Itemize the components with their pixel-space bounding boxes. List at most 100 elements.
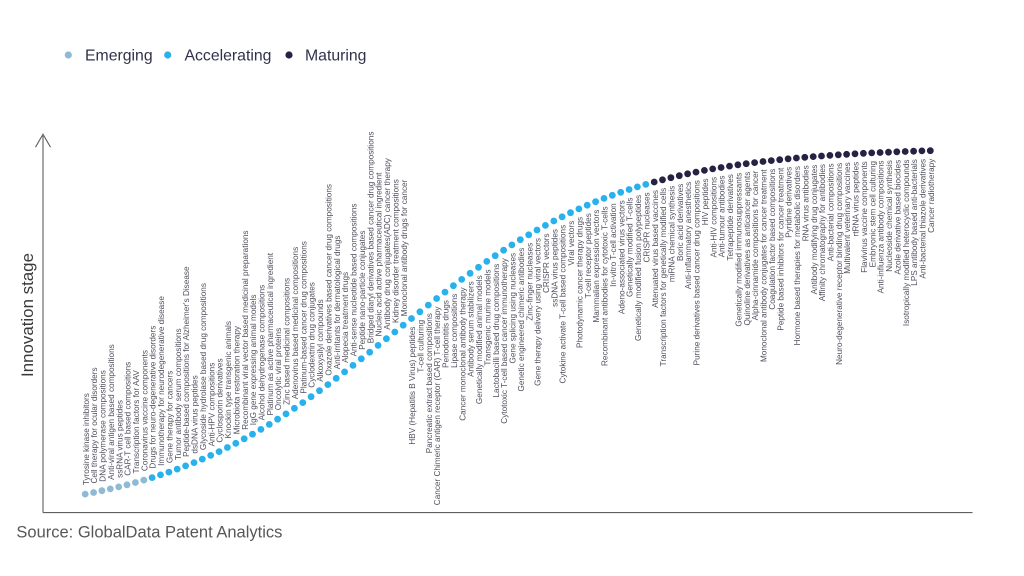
svg-text:Cytokine activate T-cell based: Cytokine activate T-cell based compositi… bbox=[559, 225, 568, 384]
svg-text:Genetically modified immunosup: Genetically modified immunosuppressants bbox=[735, 173, 744, 327]
svg-text:Recombinant antibodies for cyt: Recombinant antibodies for cytotoxic T-c… bbox=[601, 206, 610, 366]
svg-text:IgG gene expressing animal mod: IgG gene expressing animal models bbox=[249, 295, 258, 426]
svg-text:Drugs for neuro-degenerative d: Drugs for neuro-degenerative disorders bbox=[149, 326, 158, 469]
svg-text:Flavivirus vaccine components: Flavivirus vaccine components bbox=[860, 161, 869, 272]
svg-text:Photodynamic cancer therapy dr: Photodynamic cancer therapy drugs bbox=[576, 217, 585, 348]
svg-text:Nucleic acid active pharmaceut: Nucleic acid active pharmaceutical ingre… bbox=[375, 172, 384, 337]
svg-text:In-vitro T-cell activation: In-vitro T-cell activation bbox=[609, 203, 618, 287]
svg-text:Maturing: Maturing bbox=[305, 47, 366, 64]
svg-text:HIV peptides: HIV peptides bbox=[701, 178, 710, 225]
svg-text:Immunotherapy for neurodegener: Immunotherapy for neurodegenerative dise… bbox=[157, 296, 166, 466]
svg-text:Isotropically modified heteroc: Isotropically modified heterocyclic comp… bbox=[902, 160, 911, 327]
svg-text:Attenuated virus based vaccine: Attenuated virus based vaccines bbox=[651, 190, 660, 308]
svg-text:Antibody modifying drug conjug: Antibody modifying drug conjugates bbox=[810, 165, 819, 295]
svg-text:Antibody serum stabilizers: Antibody serum stabilizers bbox=[467, 281, 476, 377]
svg-text:Alpha-cinnamide compositions f: Alpha-cinnamide compositions for cancer bbox=[751, 170, 760, 320]
svg-text:Gene therapy for cancers: Gene therapy for cancers bbox=[166, 371, 175, 463]
svg-text:Genetically modified animal mo: Genetically modified animal models bbox=[475, 275, 484, 404]
svg-text:Multivalent veterinary vaccine: Multivalent veterinary vaccines bbox=[843, 162, 852, 273]
svg-text:Adenovirus based medicinal com: Adenovirus based medicinal compositions bbox=[291, 247, 300, 399]
svg-text:Anti-influenza antibody compos: Anti-influenza antibody compositions bbox=[877, 161, 886, 294]
svg-text:Nucleoside chemical synthesis: Nucleoside chemical synthesis bbox=[885, 160, 894, 272]
svg-text:Pyridine derivatives: Pyridine derivatives bbox=[785, 167, 794, 238]
svg-text:Knockin type transgenic animal: Knockin type transgenic animals bbox=[224, 321, 233, 438]
svg-text:Cancer radiotherapy: Cancer radiotherapy bbox=[927, 158, 936, 233]
svg-text:Peptide based inhibitors for c: Peptide based inhibitors for cancer trea… bbox=[776, 167, 785, 331]
svg-text:Quinoline derivatives as antic: Quinoline derivatives as anticancer agen… bbox=[743, 172, 752, 326]
svg-text:Monoclonal antibody drugs for: Monoclonal antibody drugs for cancer bbox=[400, 179, 409, 316]
svg-text:Platinum as active pharmaceuti: Platinum as active pharmaceutical ingred… bbox=[266, 252, 275, 415]
svg-text:Emerging: Emerging bbox=[85, 47, 153, 64]
svg-text:Azole derivative based biocide: Azole derivative based biocides bbox=[893, 160, 902, 275]
svg-text:Bridged diaryl derivatives bas: Bridged diaryl derivatives based cancer … bbox=[366, 132, 375, 344]
svg-text:Pancreatic extract based compo: Pancreatic extract based compositions bbox=[425, 313, 434, 453]
svg-text:Oncolytic viral proteins: Oncolytic viral proteins bbox=[274, 328, 283, 410]
svg-text:Anti-bacterial compositions: Anti-bacterial compositions bbox=[827, 163, 836, 261]
svg-text:T-cell culturing: T-cell culturing bbox=[417, 319, 426, 372]
svg-text:Monoclonal antibody conjugates: Monoclonal antibody conjugates for cance… bbox=[760, 169, 769, 362]
svg-text:dsDNA virus peptides: dsDNA virus peptides bbox=[191, 375, 200, 453]
svg-text:RNA virus antibodies: RNA virus antibodies bbox=[801, 165, 810, 241]
svg-text:Purine derivatives based cance: Purine derivatives based cancer drug com… bbox=[693, 180, 702, 365]
svg-text:Adeno-associated virus vectors: Adeno-associated virus vectors bbox=[617, 200, 626, 314]
svg-text:Hormone based therapies for me: Hormone based therapies for metabolic di… bbox=[793, 166, 802, 345]
svg-text:Innovation stage: Innovation stage bbox=[18, 253, 37, 377]
svg-text:Anti-viral antigen based compo: Anti-viral antigen based compositions bbox=[107, 344, 116, 480]
svg-text:Kidney disorder treatment comp: Kidney disorder treatment compositions bbox=[391, 179, 400, 323]
svg-text:Cyclodextrin drug conjugates: Cyclodextrin drug conjugates bbox=[308, 282, 317, 388]
svg-text:Antibody drug conjugates(ADC): Antibody drug conjugates(ADC) cancer the… bbox=[383, 157, 392, 329]
svg-text:Tumor antibody serum compositi: Tumor antibody serum compositions bbox=[174, 328, 183, 460]
svg-text:Anti-HPV compositions: Anti-HPV compositions bbox=[207, 363, 216, 447]
svg-text:Cancer monoclonal antibody the: Cancer monoclonal antibody therapy bbox=[458, 286, 467, 420]
svg-text:Viral vectors: Viral vectors bbox=[567, 221, 576, 266]
svg-text:miRNA chemical synthesis: miRNA chemical synthesis bbox=[668, 186, 677, 282]
svg-text:Anti-irritants for dermatologi: Anti-irritants for dermatological drugs bbox=[333, 236, 342, 370]
svg-text:Transgenic murine models: Transgenic murine models bbox=[483, 269, 492, 365]
svg-text:Zinc-finger nucleases: Zinc-finger nucleases bbox=[525, 243, 534, 321]
svg-text:Cell therapy for ocular disord: Cell therapy for ocular disorders bbox=[90, 367, 99, 483]
svg-text:Recombinant viral vector based: Recombinant viral vector based medicinal… bbox=[241, 230, 250, 429]
svg-text:T-cell receptor peptides: T-cell receptor peptides bbox=[584, 213, 593, 298]
svg-text:Transcription factors for gene: Transcription factors for genetically mo… bbox=[659, 188, 668, 367]
svg-text:Coagulation factor based compo: Coagulation factor based compositions bbox=[768, 169, 777, 310]
svg-text:Genetically modified fusion po: Genetically modified fusion polypeptides bbox=[634, 195, 643, 341]
svg-text:Affinity chromatography for an: Affinity chromatography for antibodies bbox=[818, 164, 827, 301]
svg-text:Gene therapy delivery using vi: Gene therapy delivery using viral vector… bbox=[534, 238, 543, 386]
svg-text:DNA polymerase compositions: DNA polymerase compositions bbox=[99, 370, 108, 482]
svg-text:Alkoxysilyl compounds: Alkoxysilyl compounds bbox=[316, 299, 325, 381]
svg-text:Anti-bacterial thiazole deriva: Anti-bacterial thiazole derivatives bbox=[919, 159, 928, 279]
svg-text:Microbiota restoration therapy: Microbiota restoration therapy bbox=[232, 325, 241, 434]
svg-text:Anti-HIV compositions: Anti-HIV compositions bbox=[709, 177, 718, 258]
svg-text:Genetically modified T-cells: Genetically modified T-cells bbox=[626, 198, 635, 298]
svg-text:Boric acid derivatives: Boric acid derivatives bbox=[676, 184, 685, 261]
svg-text:Platinum-based cancer drug com: Platinum-based cancer drug compositions bbox=[299, 241, 308, 393]
svg-text:CRISPR vectors: CRISPR vectors bbox=[542, 233, 551, 293]
svg-text:Periodontitis drugs: Periodontitis drugs bbox=[442, 300, 451, 368]
svg-text:Cancer Chimeric antigen recept: Cancer Chimeric antigen receptor (CAR) T… bbox=[433, 306, 442, 506]
svg-text:Zinc based medicinal compositi: Zinc based medicinal compositions bbox=[283, 278, 292, 405]
svg-text:Tetrapeptide derivatives: Tetrapeptide derivatives bbox=[726, 174, 735, 260]
svg-text:Mammalian expression vectors: Mammalian expression vectors bbox=[592, 210, 601, 323]
svg-text:Accelerating: Accelerating bbox=[185, 47, 272, 64]
svg-text:Peptide-based compositions for: Peptide-based compositions for Alzheimer… bbox=[182, 266, 191, 457]
svg-text:Genetic engineered chimeric an: Genetic engineered chimeric antibodies bbox=[517, 248, 526, 392]
svg-text:ssRNA virus peptides: ssRNA virus peptides bbox=[115, 400, 124, 478]
svg-text:ssDNA virus peptides: ssDNA virus peptides bbox=[550, 229, 559, 307]
svg-text:Anti-tumour antibodies: Anti-tumour antibodies bbox=[718, 176, 727, 258]
svg-text:Anti-inflammatory anesthetics: Anti-inflammatory anesthetics bbox=[684, 182, 693, 289]
svg-text:Source: GlobalData Patent Anal: Source: GlobalData Patent Analytics bbox=[16, 524, 282, 542]
svg-text:Cytotoxic T-cell based cancer: Cytotoxic T-cell based cancer immunother… bbox=[500, 257, 509, 423]
svg-text:Anti-sense nucleotide based co: Anti-sense nucleotide based compositions bbox=[350, 203, 359, 356]
svg-text:CRISPR nucleases: CRISPR nucleases bbox=[642, 192, 651, 262]
svg-text:HBV (Hepatitis B Virus) peptid: HBV (Hepatitis B Virus) peptides bbox=[408, 327, 417, 445]
svg-text:Neuro-degenerative receptor bi: Neuro-degenerative receptor binding drug… bbox=[835, 163, 844, 365]
svg-text:Coronavirus vaccine components: Coronavirus vaccine components bbox=[140, 350, 149, 471]
svg-text:Lipase compositions: Lipase compositions bbox=[450, 294, 459, 368]
svg-text:Glycoside hydrolase based drug: Glycoside hydrolase based drug compositi… bbox=[199, 283, 208, 450]
svg-text:rtRNA virus peptides: rtRNA virus peptides bbox=[852, 162, 861, 237]
svg-text:Gene splicing using nucleases: Gene splicing using nucleases bbox=[509, 253, 518, 364]
svg-text:Cyclosporin derivatives: Cyclosporin derivatives bbox=[216, 358, 225, 442]
svg-text:Tyrosine kinase inhibitors: Tyrosine kinase inhibitors bbox=[82, 393, 91, 485]
svg-text:Alcohol dehydrogenase composit: Alcohol dehydrogenase compositions bbox=[258, 285, 267, 421]
svg-text:Peptide nano-particle conjugat: Peptide nano-particle conjugates bbox=[358, 231, 367, 350]
